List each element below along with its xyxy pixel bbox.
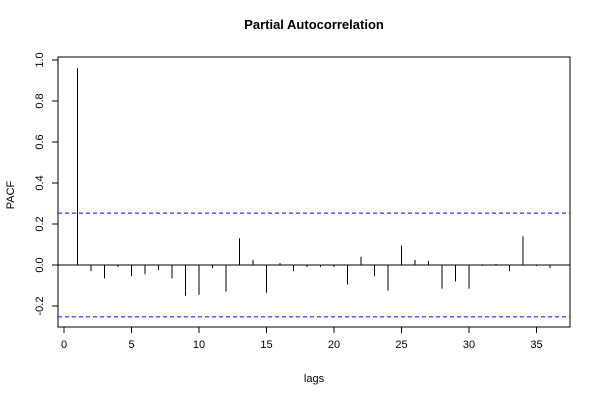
y-tick-label: 0.0 xyxy=(34,257,46,272)
y-tick-label: 0.6 xyxy=(34,134,46,149)
y-tick-label: 0.8 xyxy=(34,93,46,108)
y-tick-label: -0.2 xyxy=(34,297,46,316)
x-tick-label: 30 xyxy=(463,339,475,351)
y-tick-label: 1.0 xyxy=(34,52,46,67)
x-tick-label: 25 xyxy=(395,339,407,351)
x-axis-label: lags xyxy=(304,373,325,385)
x-tick-label: 15 xyxy=(260,339,272,351)
y-axis-label: PACF xyxy=(5,180,17,209)
chart-marks: 0 5 10 15 20 25 30 35 -0.2 0.0 0.2 0.4 0.6 0.8 1.0 xyxy=(34,52,570,351)
x-tick-label: 10 xyxy=(193,339,205,351)
x-tick-label: 5 xyxy=(128,339,134,351)
chart-title: Partial Autocorrelation xyxy=(244,17,384,32)
y-tick-label: 0.4 xyxy=(34,175,46,190)
x-tick-label: 35 xyxy=(530,339,542,351)
x-tick-label: 20 xyxy=(328,339,340,351)
x-tick-label: 0 xyxy=(61,339,67,351)
y-tick-label: 0.2 xyxy=(34,216,46,231)
plot-frame xyxy=(57,56,571,328)
